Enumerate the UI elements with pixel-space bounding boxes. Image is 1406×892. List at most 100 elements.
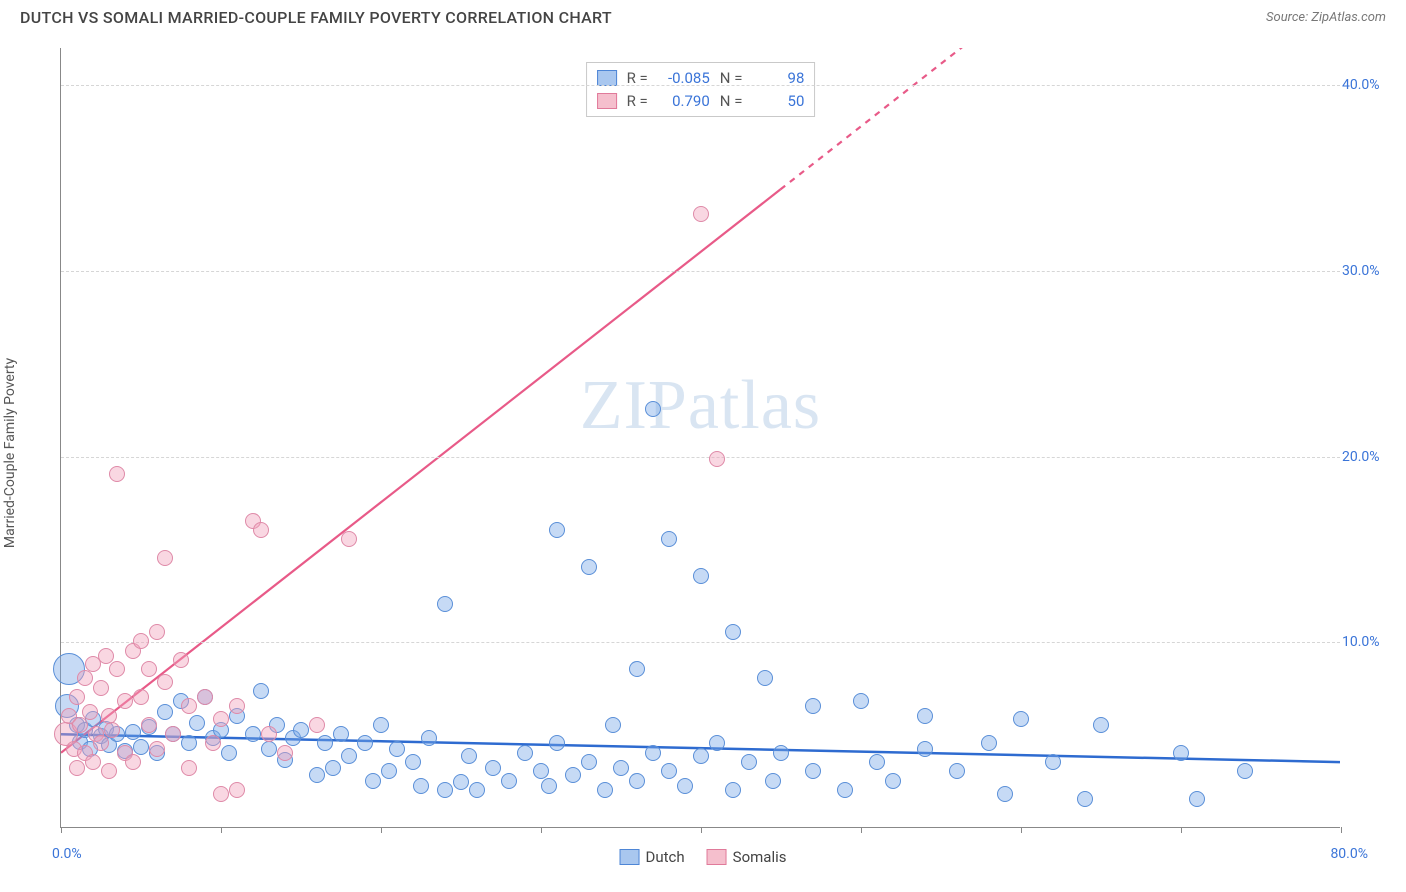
scatter-point <box>725 624 741 640</box>
x-tick-mark <box>1181 827 1182 833</box>
scatter-point <box>133 633 149 649</box>
stats-value-r: 0.790 <box>658 90 710 113</box>
scatter-point <box>693 206 709 222</box>
scatter-point <box>165 726 181 742</box>
scatter-point <box>221 745 237 761</box>
watermark-a: ZIP <box>580 367 688 444</box>
scatter-point <box>757 670 773 686</box>
scatter-point <box>125 754 141 770</box>
scatter-point <box>565 767 581 783</box>
scatter-point <box>261 726 277 742</box>
legend-swatch <box>597 93 617 109</box>
scatter-point <box>149 741 165 757</box>
scatter-point <box>581 754 597 770</box>
scatter-point <box>1189 791 1205 807</box>
plot-area: ZIPatlas R = -0.085 N = 98 R = 0.790 N =… <box>60 48 1340 828</box>
y-tick-label: 30.0% <box>1342 263 1398 279</box>
chart-source: Source: ZipAtlas.com <box>1266 10 1386 25</box>
scatter-point <box>181 698 197 714</box>
scatter-point <box>677 778 693 794</box>
scatter-point <box>325 760 341 776</box>
scatter-point <box>413 778 429 794</box>
chart-title: DUTCH VS SOMALI MARRIED-COUPLE FAMILY PO… <box>20 8 612 27</box>
watermark-b: atlas <box>688 367 821 444</box>
y-tick-label: 20.0% <box>1342 449 1398 465</box>
bottom-legend: Dutch Somalis <box>620 848 787 866</box>
scatter-point <box>157 704 173 720</box>
scatter-point <box>389 741 405 757</box>
x-axis-min-label: 0.0% <box>52 846 82 862</box>
scatter-point <box>117 693 133 709</box>
scatter-point <box>917 708 933 724</box>
scatter-point <box>805 763 821 779</box>
x-tick-mark <box>381 827 382 833</box>
scatter-point <box>69 689 85 705</box>
legend-item: Somalis <box>707 848 787 866</box>
scatter-point <box>765 773 781 789</box>
scatter-point <box>293 722 309 738</box>
gridline <box>61 85 1340 86</box>
stats-value-n: 50 <box>752 90 804 113</box>
scatter-point <box>309 767 325 783</box>
scatter-point <box>461 748 477 764</box>
scatter-point <box>741 754 757 770</box>
scatter-point <box>725 782 741 798</box>
scatter-point <box>629 773 645 789</box>
scatter-point <box>869 754 885 770</box>
scatter-point <box>341 748 357 764</box>
scatter-point <box>597 782 613 798</box>
scatter-point <box>173 652 189 668</box>
scatter-point <box>229 698 245 714</box>
scatter-point <box>453 774 469 790</box>
scatter-point <box>205 735 221 751</box>
scatter-point <box>133 739 149 755</box>
scatter-point <box>421 730 437 746</box>
scatter-point <box>333 726 349 742</box>
scatter-point <box>437 596 453 612</box>
x-tick-mark <box>1341 827 1342 833</box>
scatter-point <box>629 661 645 677</box>
scatter-point <box>157 674 173 690</box>
scatter-point <box>381 763 397 779</box>
scatter-point <box>853 693 869 709</box>
scatter-point <box>245 726 261 742</box>
scatter-point <box>549 522 565 538</box>
scatter-point <box>229 782 245 798</box>
stats-label-r: R = <box>627 90 648 113</box>
chart-container: Married-Couple Family Poverty ZIPatlas R… <box>20 38 1386 868</box>
scatter-point <box>213 711 229 727</box>
scatter-point <box>357 735 373 751</box>
scatter-point <box>541 778 557 794</box>
scatter-point <box>277 745 293 761</box>
scatter-point <box>981 735 997 751</box>
scatter-point <box>661 531 677 547</box>
scatter-point <box>253 683 269 699</box>
scatter-point <box>141 661 157 677</box>
scatter-point <box>1093 717 1109 733</box>
stats-label-n: N = <box>720 90 743 113</box>
scatter-point <box>1077 791 1093 807</box>
y-tick-label: 40.0% <box>1342 77 1398 93</box>
scatter-point <box>1013 711 1029 727</box>
scatter-point <box>149 624 165 640</box>
y-axis-label: Married-Couple Family Poverty <box>2 358 18 548</box>
scatter-point <box>885 773 901 789</box>
scatter-point <box>341 531 357 547</box>
gridline <box>61 642 1340 643</box>
scatter-point <box>181 735 197 751</box>
scatter-point <box>181 760 197 776</box>
scatter-point <box>549 735 565 751</box>
scatter-point <box>837 782 853 798</box>
trend-lines <box>61 48 1340 827</box>
watermark: ZIPatlas <box>580 366 821 446</box>
scatter-point <box>317 735 333 751</box>
x-tick-mark <box>541 827 542 833</box>
scatter-point <box>157 550 173 566</box>
gridline <box>61 271 1340 272</box>
scatter-point <box>613 760 629 776</box>
scatter-point <box>109 466 125 482</box>
scatter-point <box>85 754 101 770</box>
legend-item: Dutch <box>620 848 685 866</box>
scatter-point <box>501 773 517 789</box>
scatter-point <box>485 760 501 776</box>
